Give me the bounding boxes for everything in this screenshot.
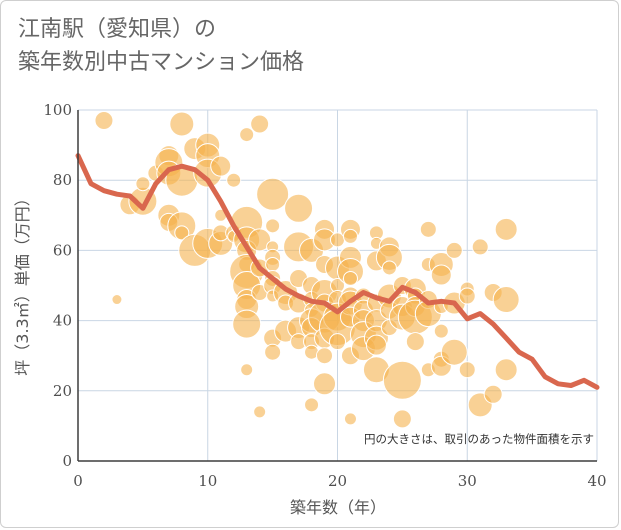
bubble-point [440, 338, 468, 366]
bubble-point [284, 193, 314, 223]
price-trend-series [75, 153, 600, 390]
bubble-point [445, 241, 463, 259]
y-tick-label: 40 [53, 312, 72, 330]
bubble-point [392, 409, 412, 429]
bubble-point [433, 323, 449, 339]
x-tick-label: 40 [587, 472, 606, 490]
bubble-point [135, 176, 151, 192]
bubble-point [226, 172, 242, 188]
bubble-point [174, 225, 190, 241]
y-tick-label: 100 [43, 101, 72, 119]
bubble-point [210, 155, 232, 177]
bubble-point [342, 228, 358, 244]
bubble-point [239, 127, 255, 143]
axes: 0 10 20 30 40 0 20 40 60 80 100 [43, 101, 606, 490]
bubble-point [253, 405, 267, 419]
y-tick-label: 80 [53, 171, 72, 189]
bubble-point [265, 256, 281, 272]
bubble-size-note: 円の大きさは、取引のあった物件面積を示す [364, 432, 594, 446]
chart-title-line-2: 築年数別中古マンション価格 [18, 50, 305, 75]
bubble-point [316, 347, 334, 365]
bubble-point [419, 220, 437, 238]
x-tick-label: 20 [328, 472, 347, 490]
bubble-point [329, 333, 346, 351]
bubble-point [342, 270, 358, 286]
bubble-point [381, 260, 397, 276]
y-tick-label: 0 [62, 452, 72, 470]
bubble-point [471, 238, 489, 256]
bubble-point [458, 361, 476, 379]
bubble-point [494, 358, 518, 382]
bubble-point [483, 384, 503, 404]
bubble-point [169, 111, 195, 137]
bubble-series [94, 111, 520, 429]
bubble-point [492, 286, 520, 314]
bubble-point [405, 332, 425, 352]
y-axis-title: 坪（3.3㎡）単価（万円） [13, 190, 32, 375]
bubble-point [248, 228, 272, 252]
bubble-point [343, 412, 357, 426]
bubble-point [265, 218, 281, 234]
bubble-point [94, 111, 114, 131]
bubble-point [304, 397, 320, 413]
bubble-point [264, 343, 282, 361]
bubble-point [494, 217, 518, 241]
x-axis-title: 築年数（年） [290, 498, 386, 517]
x-tick-label: 30 [458, 472, 477, 490]
bubble-point [365, 334, 387, 356]
bubble-point [382, 360, 422, 400]
bubble-point [430, 264, 452, 286]
bubble-point [232, 309, 262, 339]
price-trend-line [75, 153, 600, 390]
y-tick-label: 60 [53, 241, 72, 259]
bubble-point [250, 114, 270, 134]
bubble-point [313, 372, 337, 396]
bubble-point [240, 363, 254, 377]
bubble-point [111, 294, 123, 306]
bubble-point [458, 287, 476, 305]
x-tick-label: 0 [73, 472, 83, 490]
bubble-point [256, 177, 290, 211]
chart-title: 江南駅（愛知県）の 築年数別中古マンション価格 [18, 13, 304, 79]
y-tick-label: 20 [53, 382, 72, 400]
chart-title-line-1: 江南駅（愛知県）の [18, 17, 217, 42]
x-tick-label: 10 [198, 472, 217, 490]
